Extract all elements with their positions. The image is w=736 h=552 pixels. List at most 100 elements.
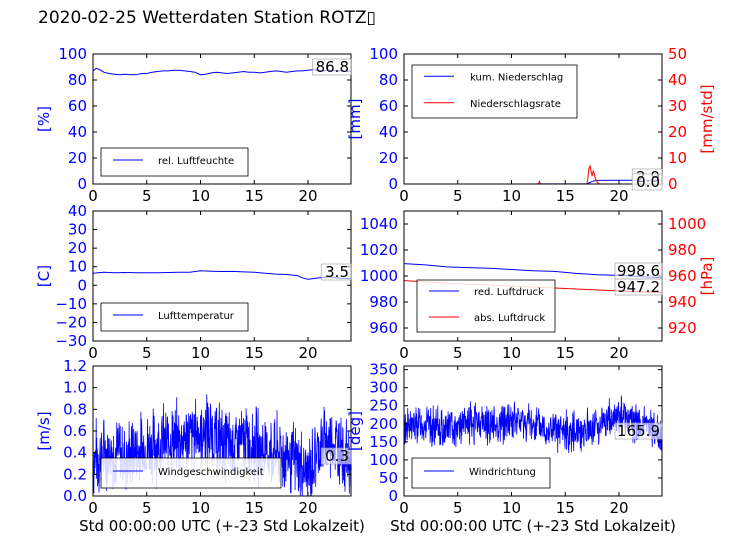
plot-frame xyxy=(92,53,352,185)
y-axis-label: [m/s] xyxy=(35,411,53,450)
y-tick-label: 80 xyxy=(379,71,398,89)
legend-label: Lufttemperatur xyxy=(158,311,235,322)
y-tick-label: 0 xyxy=(388,175,398,193)
legend-label: red. Luftdruck xyxy=(474,287,544,298)
x-tick-label: 15 xyxy=(245,344,264,362)
y-axis-label: [mm] xyxy=(346,99,364,140)
y-tick-label: 40 xyxy=(68,202,87,220)
legend-box xyxy=(100,147,249,177)
legend-box xyxy=(100,302,249,332)
subplot-precipitation: 0 5 10 15 20 0 20 40 60 80 100 0 10 20 30 40 50 [mm] [mm/s… xyxy=(346,45,716,205)
x-tick-label: 10 xyxy=(502,187,521,205)
x-tick-label: 5 xyxy=(453,187,463,205)
y2-tick-label: 1000 xyxy=(668,215,706,233)
x-tick-label: 10 xyxy=(502,499,521,517)
x-tick-label: 15 xyxy=(556,344,575,362)
last-value-label: 165.9 xyxy=(617,422,660,440)
last-value-label-box xyxy=(614,422,663,440)
x-tick-label: 0 xyxy=(88,344,98,362)
last-value-label: 0.3 xyxy=(325,447,349,465)
y-tick-label: 0.0 xyxy=(63,487,87,505)
y-tick-label: −20 xyxy=(55,313,87,331)
y-tick-label: 100 xyxy=(58,45,87,63)
y-tick-label: 0.8 xyxy=(63,400,87,418)
legend: rel. Luftfeuchte xyxy=(100,147,249,177)
last-value-label: 86.8 xyxy=(316,58,349,76)
legend-box xyxy=(100,457,282,489)
y-tick-label: 60 xyxy=(379,97,398,115)
x-tick-label: 20 xyxy=(609,344,628,362)
series-line-humidity-0 xyxy=(92,67,351,76)
y2-tick-label: 960 xyxy=(668,267,697,285)
last-value-label-2: 0.0 xyxy=(636,173,660,191)
y-tick-label: 80 xyxy=(68,71,87,89)
legend: Windgeschwindigkeit xyxy=(100,457,282,489)
legend: red. Luftdruck abs. Luftdruck xyxy=(416,279,556,333)
x-tick-label: 20 xyxy=(609,187,628,205)
x-tick-label: 10 xyxy=(191,344,210,362)
x-tick-label: 10 xyxy=(502,344,521,362)
x-tick-label: 5 xyxy=(142,344,152,362)
y-tick-label: 0.6 xyxy=(63,422,87,440)
y2-tick-label: 50 xyxy=(668,45,687,63)
y-tick-label: 0.2 xyxy=(63,465,87,483)
x-tick-label: 0 xyxy=(88,187,98,205)
y-tick-label: 1.2 xyxy=(63,357,87,375)
y2-tick-label: 940 xyxy=(668,293,697,311)
y2-tick-label: 10 xyxy=(668,149,687,167)
y2-tick-label: 0 xyxy=(668,175,678,193)
y-tick-label: 350 xyxy=(369,361,398,379)
legend: Lufttemperatur xyxy=(100,302,249,332)
series-line-precipitation-1 xyxy=(404,164,662,185)
series-line-temperature-0 xyxy=(92,270,352,280)
y2-tick-label: 920 xyxy=(668,319,697,337)
y-tick-label: 0 xyxy=(77,276,87,294)
x-tick-label: 0 xyxy=(399,187,409,205)
last-value-label-box xyxy=(320,447,352,465)
x-tick-label: 15 xyxy=(556,187,575,205)
subplot-pressure: 0 5 10 15 20 960 980 1000 1020 1040 920 940 960 980 10… xyxy=(360,210,716,362)
x-tick-label: 20 xyxy=(298,499,317,517)
y-tick-label: 1.0 xyxy=(63,379,87,397)
y-tick-label: 0 xyxy=(77,175,87,193)
subplot-humidity: 0 5 10 15 20 0 20 40 60 80 100 [%] 86.8 rel. Luftfeuc… xyxy=(35,45,352,205)
y-tick-label: 250 xyxy=(369,397,398,415)
y-tick-label: 50 xyxy=(379,469,398,487)
figure-title: 2020-02-25 Wetterdaten Station ROTZ▯ xyxy=(38,8,376,28)
y2-axis-label: [hPa] xyxy=(698,257,716,296)
y2-tick-label: 20 xyxy=(668,123,687,141)
legend-box xyxy=(411,64,578,119)
legend-label: Niederschlagsrate xyxy=(470,99,561,110)
legend-label: Windgeschwindigkeit xyxy=(158,467,264,478)
x-tick-label: 0 xyxy=(399,344,409,362)
last-value-label: 3.5 xyxy=(325,263,349,281)
y-tick-label: 980 xyxy=(369,293,398,311)
last-value-label-2-box xyxy=(614,278,663,296)
y-tick-label: 20 xyxy=(68,149,87,167)
x-tick-label: 5 xyxy=(453,344,463,362)
x-tick-label: 0 xyxy=(399,499,409,517)
legend: kum. Niederschlag Niederschlagsrate xyxy=(411,64,578,119)
y-tick-label: 150 xyxy=(369,433,398,451)
last-value-label: 998.6 xyxy=(617,262,660,280)
y-tick-label: 300 xyxy=(369,379,398,397)
x-tick-label: 15 xyxy=(245,499,264,517)
y-tick-label: 30 xyxy=(68,221,87,239)
y-axis-label: [C] xyxy=(35,265,53,287)
y2-tick-label: 40 xyxy=(668,71,687,89)
y-tick-label: 40 xyxy=(379,123,398,141)
series-line-windspeed-0 xyxy=(92,394,352,497)
legend-label: Windrichtung xyxy=(469,467,536,478)
legend-label: abs. Luftdruck xyxy=(474,313,545,324)
x-tick-label: 10 xyxy=(191,187,210,205)
y-tick-label: 40 xyxy=(68,123,87,141)
x-tick-label: 5 xyxy=(453,499,463,517)
x-tick-label: 5 xyxy=(142,499,152,517)
last-value-label-box xyxy=(320,263,352,281)
subplot-windspeed: 0 5 10 15 20 0.0 0.2 0.4 0.6 0.8 1.0 1.2 [m/s] Std 00… xyxy=(35,357,365,535)
y-tick-label: 960 xyxy=(369,319,398,337)
y-tick-label: 200 xyxy=(369,415,398,433)
legend-label: kum. Niederschlag xyxy=(470,72,563,83)
y-tick-label: 1020 xyxy=(360,241,398,259)
y2-tick-label: 30 xyxy=(668,97,687,115)
